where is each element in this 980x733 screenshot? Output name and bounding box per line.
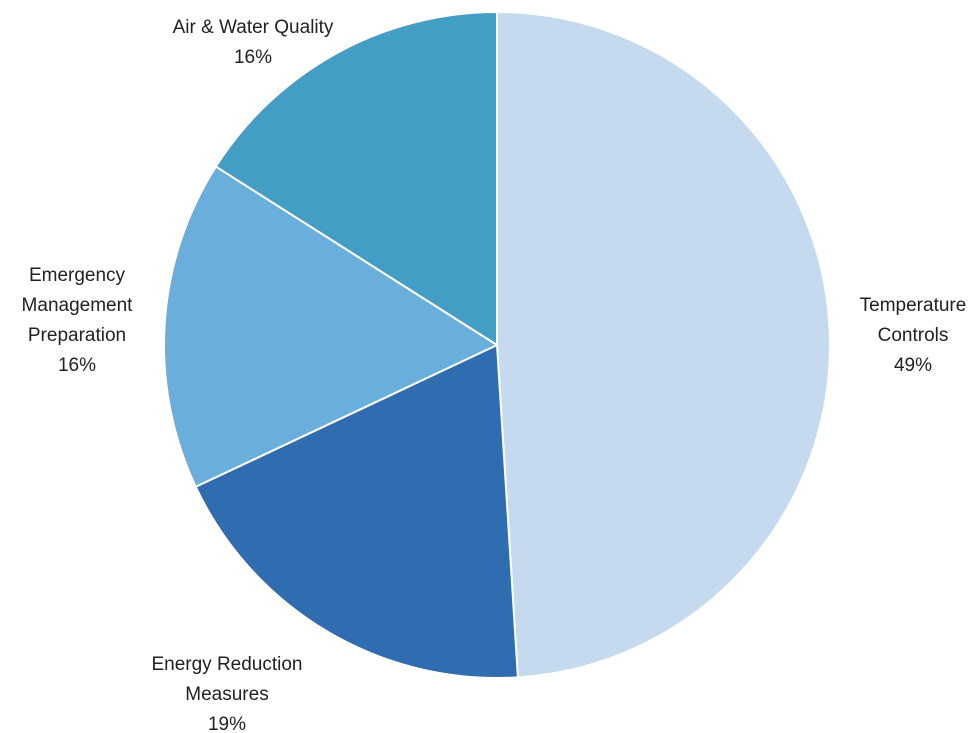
slice-name: Emergency <box>29 265 126 286</box>
slice-name: Controls <box>878 325 949 346</box>
slice-label: Air & Water Quality 16% <box>173 17 334 68</box>
slice-percent: 49% <box>894 355 932 376</box>
slice-label: Energy Reduction Measures 19% <box>151 654 302 733</box>
pie-slice <box>194 344 519 679</box>
slice-name: Energy Reduction <box>151 654 302 675</box>
slice-percent: 16% <box>234 47 272 68</box>
slice-name: Measures <box>185 684 268 705</box>
pie-slices <box>163 11 831 679</box>
slice-name: Preparation <box>28 325 126 346</box>
pie-slice <box>214 11 498 346</box>
slice-label: Emergency Management Preparation 16% <box>22 265 134 376</box>
slice-label: Temperature Controls 49% <box>860 295 967 376</box>
slice-percent: 16% <box>58 355 96 376</box>
slice-name: Management <box>22 295 134 316</box>
slice-percent: 19% <box>208 714 246 733</box>
pie-slice <box>163 165 498 488</box>
pie-labels: Temperature Controls 49% Energy Reduction Me… <box>22 17 967 733</box>
slice-name: Temperature <box>860 295 967 316</box>
pie-slice <box>496 11 831 679</box>
slice-name: Air & Water Quality <box>173 17 334 38</box>
